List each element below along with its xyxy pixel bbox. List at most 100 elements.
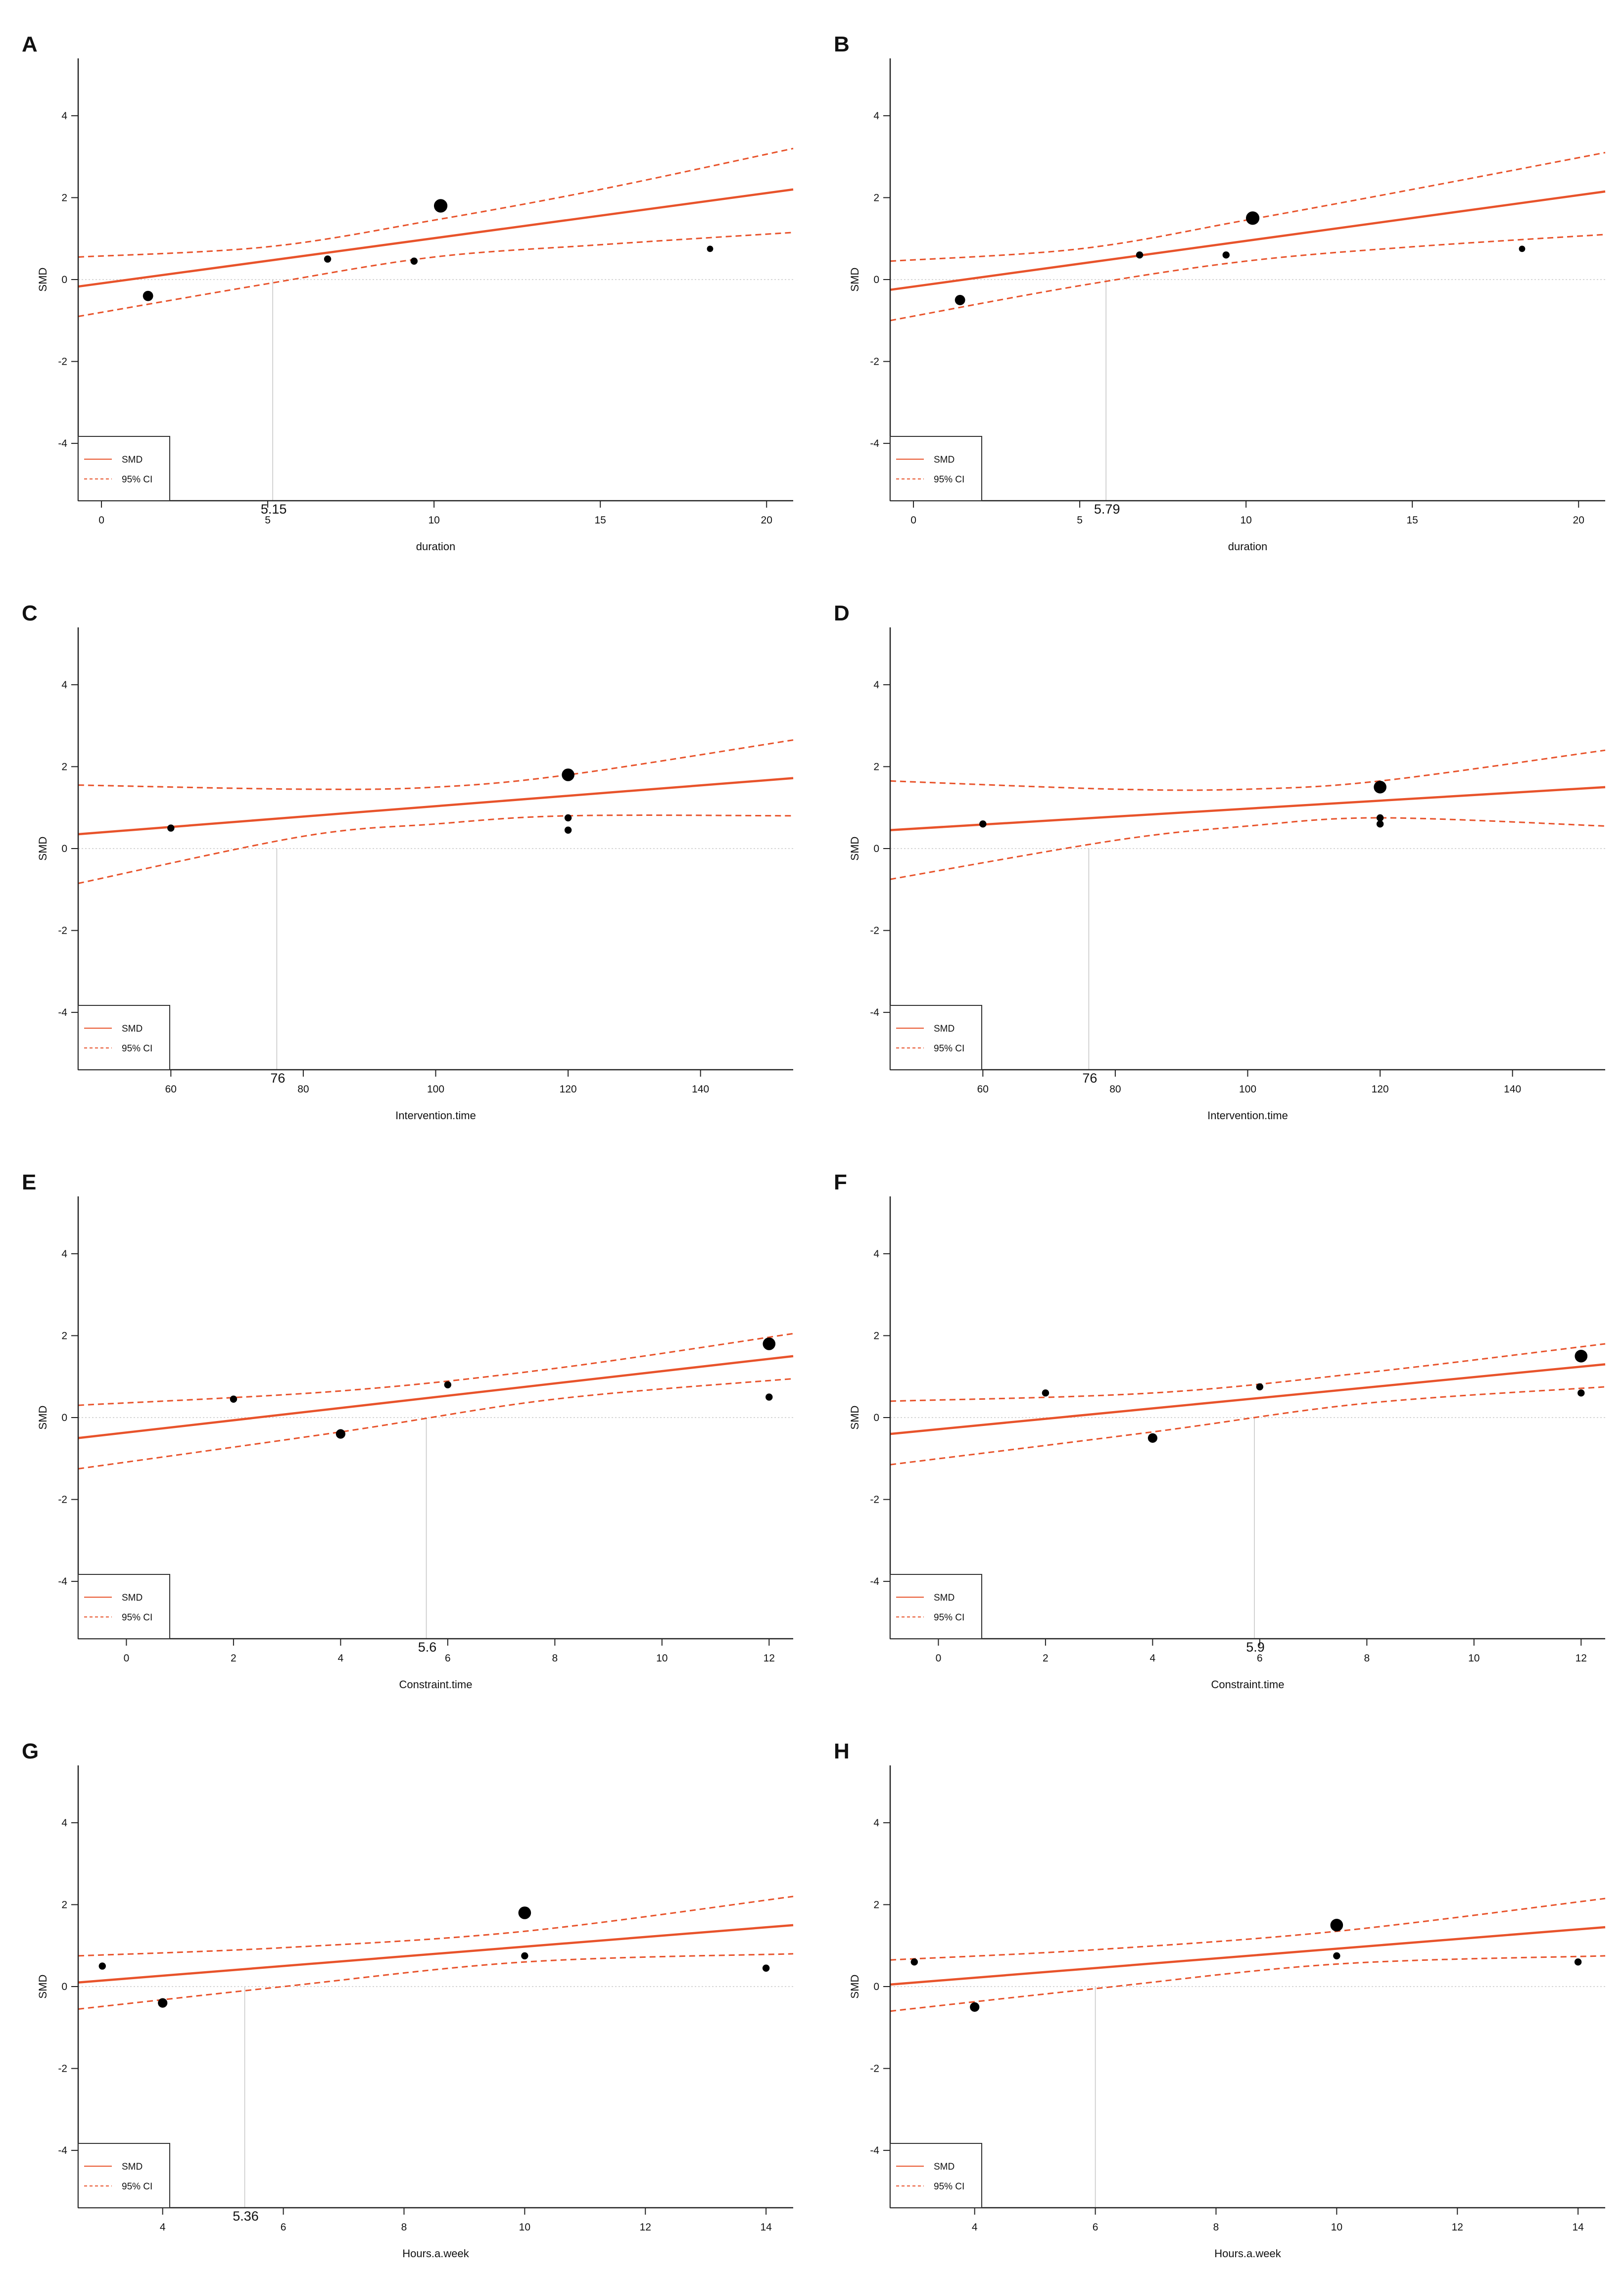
x-tick-label: 60: [165, 1084, 177, 1095]
data-point: [1222, 251, 1230, 259]
x-tick-label: 100: [427, 1084, 444, 1095]
legend-label: 95% CI: [934, 2182, 964, 2192]
legend: SMD 95% CI: [78, 2143, 170, 2208]
chart-g: G 4 2 0 -2 -4 4 6 8 10 12 14 5.36 Hours.a.week SMD SMD 9…: [22, 1739, 794, 2260]
ci-lower-line: [890, 1955, 1606, 2012]
legend-label: 95% CI: [122, 1613, 152, 1623]
data-point: [970, 2002, 980, 2012]
legend: SMD 95% CI: [890, 1574, 982, 1639]
ci-upper-line: [78, 147, 794, 258]
legend-box: [78, 1574, 170, 1639]
legend-label: 95% CI: [934, 1613, 964, 1623]
data-point: [518, 1906, 531, 1919]
fit-line: [78, 777, 794, 836]
data-point: [1245, 211, 1260, 225]
panel-letter: A: [22, 32, 38, 56]
data-point: [1519, 245, 1526, 252]
y-tick-label: 0: [61, 274, 67, 285]
panel-g: G 4 2 0 -2 -4 4 6 8 10 12 14 5.36 Hours.a.week SMD SMD 9…: [0, 1707, 812, 2276]
y-tick-label: 4: [61, 679, 67, 691]
x-tick-label: 6: [281, 2222, 287, 2233]
data-point: [765, 1393, 773, 1401]
ci-lower-line: [78, 232, 794, 317]
x-tick-label: 10: [656, 1653, 668, 1664]
x-tick-label: 8: [552, 1653, 558, 1664]
data-point: [707, 245, 714, 252]
legend-label: SMD: [934, 2162, 955, 2172]
legend: SMD 95% CI: [78, 1005, 170, 1070]
y-tick-label: -4: [870, 1007, 879, 1018]
legend-box: [890, 2143, 982, 2208]
threshold-label: 5.15: [261, 502, 287, 517]
x-tick-label: 12: [640, 2222, 651, 2233]
y-axis-title: SMD: [37, 1406, 49, 1430]
data-point: [230, 1395, 238, 1403]
legend-label: SMD: [934, 455, 955, 465]
x-tick-label: 4: [338, 1653, 344, 1664]
panel-letter: C: [22, 601, 38, 625]
y-tick-label: 2: [873, 192, 879, 203]
x-tick-label: 20: [761, 515, 772, 526]
y-tick-label: 0: [61, 1412, 67, 1423]
legend-box: [890, 1574, 982, 1639]
y-axis-title: SMD: [849, 837, 861, 861]
y-tick-label: 2: [61, 761, 67, 772]
x-tick-label: 2: [1043, 1653, 1049, 1664]
legend-label: SMD: [122, 1024, 143, 1034]
y-tick-label: -4: [58, 1007, 67, 1018]
data-point: [955, 294, 965, 305]
y-tick-label: 4: [61, 1248, 67, 1260]
data-point: [763, 1337, 776, 1350]
legend-label: SMD: [122, 2162, 143, 2172]
y-tick-label: -2: [870, 2063, 879, 2075]
data-point: [762, 1964, 770, 1972]
x-tick-label: 5: [265, 515, 271, 526]
data-point: [167, 824, 175, 832]
ci-upper-line: [890, 1898, 1606, 1961]
fit-line: [78, 188, 794, 288]
legend-label: SMD: [122, 1593, 143, 1603]
y-tick-label: 2: [61, 1899, 67, 1910]
x-tick-label: 0: [98, 515, 104, 526]
x-tick-label: 6: [445, 1653, 451, 1664]
legend-label: SMD: [934, 1024, 955, 1034]
x-tick-label: 10: [519, 2222, 530, 2233]
x-tick-label: 0: [910, 515, 916, 526]
y-tick-label: 2: [873, 1899, 879, 1910]
x-tick-label: 0: [936, 1653, 942, 1664]
legend: SMD 95% CI: [78, 436, 170, 501]
x-tick-label: 6: [1093, 2222, 1099, 2233]
y-tick-label: -2: [870, 356, 879, 368]
legend-box: [78, 1005, 170, 1070]
x-tick-label: 80: [1109, 1084, 1121, 1095]
y-tick-label: 4: [873, 679, 879, 691]
x-axis-title: Intervention.time: [395, 1109, 476, 1122]
x-axis-title: Constraint.time: [1211, 1678, 1285, 1691]
y-tick-label: 0: [873, 274, 879, 285]
y-axis-title: SMD: [37, 268, 49, 292]
legend: SMD 95% CI: [890, 2143, 982, 2208]
data-point: [1330, 1919, 1343, 1932]
panel-e: E 4 2 0 -2 -4 0 2 4 6 8 10 12 5.6 Constraint.time SMD SM…: [0, 1138, 812, 1707]
threshold-label: 5.79: [1094, 502, 1120, 517]
x-tick-label: 100: [1239, 1084, 1256, 1095]
x-tick-label: 120: [560, 1084, 577, 1095]
x-tick-label: 12: [1576, 1653, 1587, 1664]
ci-upper-line: [78, 1332, 794, 1406]
x-axis-title: Constraint.time: [399, 1678, 473, 1691]
data-point: [335, 1429, 345, 1439]
ci-upper-line: [78, 1896, 794, 1957]
y-tick-label: 2: [61, 1330, 67, 1341]
x-tick-label: 12: [764, 1653, 775, 1664]
data-point: [1574, 1958, 1582, 1966]
legend-label: 95% CI: [122, 474, 152, 485]
y-tick-label: -4: [58, 438, 67, 449]
panel-letter: D: [834, 601, 850, 625]
data-point: [562, 768, 574, 781]
legend-box: [78, 2143, 170, 2208]
data-point: [910, 1958, 918, 1966]
x-tick-label: 4: [160, 2222, 166, 2233]
data-point: [1577, 1389, 1585, 1397]
